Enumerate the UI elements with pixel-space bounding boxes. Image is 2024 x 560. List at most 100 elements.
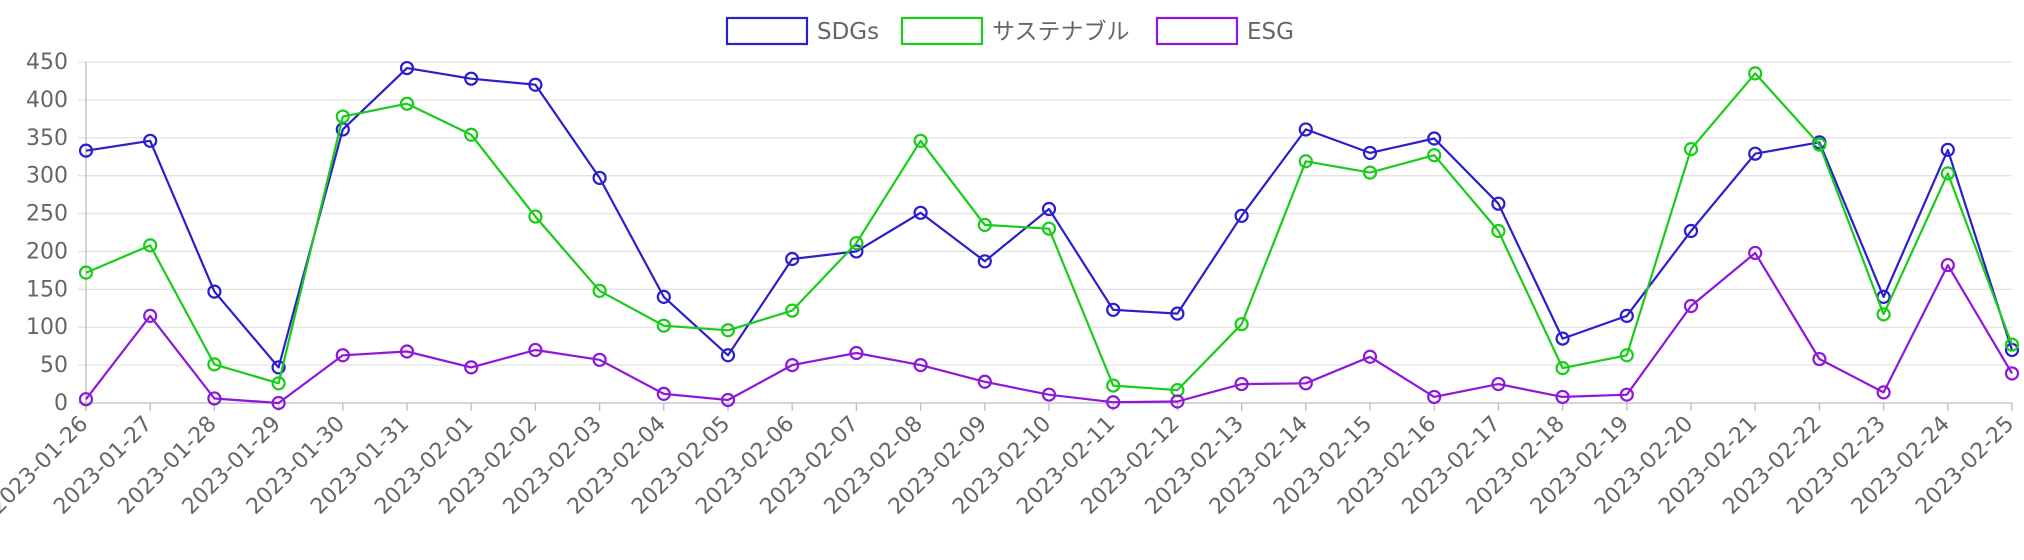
data-point bbox=[592, 283, 607, 298]
data-point bbox=[335, 348, 350, 363]
data-point bbox=[785, 358, 800, 373]
y-tick-label: 300 bbox=[26, 164, 68, 189]
data-point bbox=[1619, 387, 1634, 402]
data-point bbox=[1362, 349, 1378, 364]
data-point bbox=[1298, 154, 1313, 169]
data-point bbox=[1491, 376, 1506, 392]
legend-item[interactable]: SDGs bbox=[725, 16, 879, 46]
data-point bbox=[1170, 394, 1185, 409]
data-point bbox=[913, 133, 928, 148]
data-point bbox=[207, 357, 222, 372]
data-point bbox=[1041, 221, 1057, 236]
data-point bbox=[399, 60, 415, 76]
legend-label: ESG bbox=[1247, 19, 1294, 45]
data-point bbox=[1748, 245, 1763, 261]
data-point bbox=[1555, 389, 1570, 405]
legend-item[interactable]: サステナブル bbox=[900, 16, 1130, 46]
data-point bbox=[1876, 307, 1891, 322]
y-tick-label: 350 bbox=[26, 126, 68, 151]
data-point bbox=[1491, 196, 1506, 211]
data-point bbox=[1170, 306, 1185, 321]
data-point bbox=[78, 265, 94, 280]
data-point bbox=[1106, 395, 1121, 410]
data-point bbox=[1555, 361, 1570, 376]
data-point bbox=[78, 392, 94, 407]
data-point bbox=[656, 386, 671, 402]
data-point bbox=[720, 323, 736, 338]
data-point bbox=[913, 358, 928, 373]
data-point bbox=[143, 133, 158, 148]
data-point bbox=[1940, 166, 1955, 181]
data-point bbox=[335, 109, 350, 124]
data-point bbox=[977, 374, 992, 389]
data-point bbox=[1683, 298, 1699, 314]
data-point bbox=[143, 308, 158, 323]
data-point bbox=[1234, 376, 1249, 392]
data-point bbox=[399, 96, 415, 111]
data-point bbox=[1298, 122, 1313, 137]
legend-swatch bbox=[725, 16, 809, 46]
data-point bbox=[1106, 302, 1121, 317]
series-ESG bbox=[78, 245, 2020, 411]
legend-label: SDGs bbox=[817, 19, 879, 45]
data-point bbox=[2004, 366, 2020, 381]
data-point bbox=[656, 318, 671, 333]
series-サステナブル bbox=[78, 66, 2020, 398]
data-point bbox=[913, 205, 928, 220]
y-axis: 0 50 100 150 200 250 300 350 400 450 bbox=[26, 50, 87, 416]
y-tick-label: 50 bbox=[40, 353, 68, 378]
data-point bbox=[849, 244, 864, 259]
data-point bbox=[399, 344, 415, 359]
data-point bbox=[271, 376, 286, 391]
data-point bbox=[528, 209, 543, 224]
data-point bbox=[1106, 378, 1121, 393]
data-point bbox=[785, 303, 800, 318]
data-point bbox=[143, 238, 158, 253]
y-tick-label: 250 bbox=[26, 202, 68, 227]
x-axis: 2023-01-262023-01-272023-01-282023-01-29… bbox=[0, 403, 2019, 520]
y-tick-label: 400 bbox=[26, 88, 68, 113]
data-point bbox=[1876, 385, 1891, 400]
data-point bbox=[207, 391, 222, 406]
data-point bbox=[592, 170, 607, 186]
data-point bbox=[1427, 148, 1442, 163]
data-point bbox=[1683, 142, 1699, 157]
data-point bbox=[1298, 376, 1313, 391]
data-point bbox=[1683, 223, 1699, 239]
legend: SDGs サステナブル ESG bbox=[725, 16, 1294, 46]
data-point bbox=[271, 395, 286, 411]
data-point bbox=[464, 127, 479, 142]
data-point bbox=[656, 289, 671, 305]
data-point bbox=[1619, 308, 1634, 323]
series-line bbox=[85, 72, 2014, 392]
y-tick-label: 100 bbox=[26, 315, 68, 340]
data-point bbox=[271, 360, 286, 375]
data-point bbox=[1041, 387, 1057, 402]
legend-swatch bbox=[900, 16, 984, 46]
data-point bbox=[2004, 337, 2020, 352]
data-point bbox=[1940, 142, 1955, 158]
data-point bbox=[464, 360, 479, 375]
data-point bbox=[1940, 257, 1955, 273]
data-point bbox=[207, 284, 222, 299]
plot-area bbox=[78, 60, 2020, 411]
data-point bbox=[464, 71, 479, 86]
data-point bbox=[849, 236, 864, 251]
data-point bbox=[1427, 389, 1442, 405]
legend-item[interactable]: ESG bbox=[1155, 16, 1294, 46]
data-point bbox=[1362, 145, 1378, 161]
data-point bbox=[1041, 201, 1057, 217]
y-tick-label: 200 bbox=[26, 239, 68, 264]
data-point bbox=[1619, 348, 1634, 363]
data-point bbox=[1812, 351, 1827, 367]
data-point bbox=[528, 77, 543, 92]
series-line bbox=[85, 66, 2014, 369]
data-point bbox=[528, 342, 543, 358]
y-tick-label: 450 bbox=[26, 50, 68, 75]
data-point bbox=[1748, 146, 1763, 161]
data-point bbox=[1362, 165, 1378, 180]
data-point bbox=[1234, 317, 1249, 332]
y-tick-label: 0 bbox=[54, 391, 68, 416]
data-point bbox=[1812, 137, 1827, 152]
